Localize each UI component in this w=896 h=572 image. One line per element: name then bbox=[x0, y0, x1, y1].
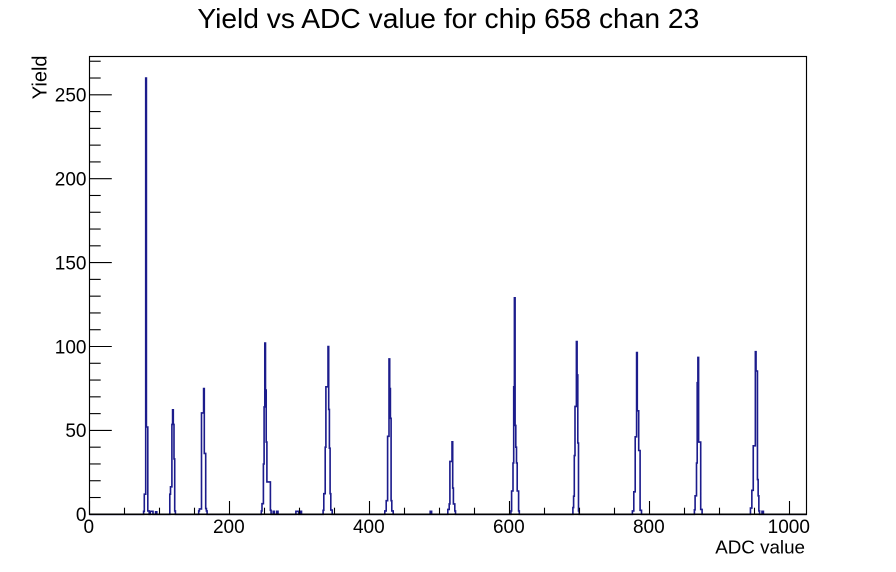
svg-text:800: 800 bbox=[633, 517, 665, 538]
svg-text:600: 600 bbox=[493, 517, 525, 538]
svg-text:50: 50 bbox=[65, 421, 86, 442]
svg-text:Yield: Yield bbox=[30, 55, 52, 99]
svg-text:100: 100 bbox=[55, 337, 87, 358]
svg-text:200: 200 bbox=[213, 517, 245, 538]
svg-text:1000: 1000 bbox=[768, 517, 810, 538]
svg-text:250: 250 bbox=[55, 86, 87, 107]
svg-text:400: 400 bbox=[353, 517, 385, 538]
svg-text:200: 200 bbox=[55, 170, 87, 191]
svg-text:0: 0 bbox=[84, 517, 95, 538]
svg-text:ADC value: ADC value bbox=[715, 537, 805, 558]
svg-text:150: 150 bbox=[55, 253, 87, 274]
svg-text:0: 0 bbox=[76, 505, 87, 526]
svg-text:Yield vs ADC value for chip 65: Yield vs ADC value for chip 658 chan 23 bbox=[197, 2, 699, 34]
